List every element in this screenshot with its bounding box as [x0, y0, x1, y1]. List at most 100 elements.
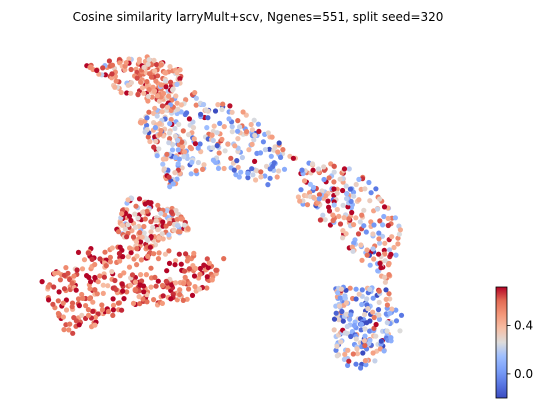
scatter-point [80, 295, 86, 301]
scatter-point [204, 285, 210, 291]
scatter-point [370, 231, 376, 237]
scatter-point [182, 274, 188, 280]
scatter-point [395, 241, 401, 247]
scatter-point [130, 234, 137, 240]
scatter-point [141, 64, 147, 70]
scatter-point [157, 131, 163, 137]
scatter-point [211, 123, 217, 129]
scatter-point [128, 90, 134, 96]
scatter-point [145, 98, 151, 104]
scatter-point [243, 112, 249, 118]
scatter-point [353, 361, 359, 367]
scatter-point [154, 153, 160, 159]
scatter-point [70, 330, 76, 336]
scatter-point [382, 279, 388, 285]
scatter-point [164, 207, 170, 214]
scatter-point [275, 149, 281, 155]
scatter-point [350, 248, 356, 254]
scatter-point [189, 292, 196, 298]
scatter-point [221, 256, 227, 262]
scatter-point [138, 79, 144, 85]
scatter-point [386, 247, 393, 253]
scatter-point [92, 322, 98, 328]
scatter-point [307, 181, 313, 187]
scatter-point [162, 78, 169, 84]
scatter-point [167, 136, 173, 142]
scatter-point [321, 176, 327, 183]
scatter-point [87, 286, 93, 292]
scatter-point [134, 246, 140, 252]
scatter-point [75, 296, 82, 302]
scatter-point [94, 67, 100, 73]
scatter-point [333, 347, 339, 353]
scatter-point [203, 107, 209, 113]
scatter-point [174, 176, 180, 182]
scatter-point [66, 327, 72, 333]
scatter-point [172, 125, 178, 132]
scatter-point [327, 222, 333, 228]
scatter-point [125, 197, 131, 203]
scatter-point [367, 198, 373, 204]
scatter-point [76, 303, 82, 309]
scatter-point [310, 167, 316, 173]
colorbar-tick-label: 0.4 [514, 319, 533, 333]
scatter-point [205, 115, 211, 121]
scatter-point [115, 229, 122, 235]
scatter-point [151, 297, 157, 303]
scatter-point [252, 132, 258, 138]
scatter-point [100, 290, 106, 296]
scatter-point [337, 221, 344, 227]
scatter-point [94, 291, 100, 297]
scatter-point [76, 322, 82, 328]
scatter-point [182, 149, 188, 155]
scatter-point [217, 120, 223, 126]
scatter-point [167, 64, 173, 70]
scatter-point [197, 265, 203, 272]
scatter-point [167, 121, 173, 127]
scatter-point [97, 256, 103, 262]
scatter-point [60, 300, 66, 306]
scatter-point [159, 231, 165, 237]
scatter-point [123, 60, 129, 66]
scatter-point [90, 299, 96, 305]
scatter-point [136, 294, 142, 300]
scatter-point [147, 244, 153, 250]
scatter-point [397, 227, 403, 233]
scatter-point [120, 288, 126, 294]
scatter-point [353, 336, 359, 342]
scatter-point [140, 296, 146, 302]
scatter-point [169, 147, 176, 153]
scatter-point [164, 104, 171, 110]
scatter-point [128, 80, 134, 86]
scatter-point [197, 271, 203, 277]
scatter-point [198, 111, 204, 117]
scatter-point [106, 58, 112, 64]
scatter-point [178, 102, 184, 108]
scatter-point [134, 262, 140, 268]
scatter-point [156, 250, 162, 256]
scatter-point [348, 333, 354, 340]
scatter-point [361, 207, 367, 213]
scatter-point [103, 263, 109, 269]
scatter-point [248, 121, 254, 128]
scatter-point [133, 287, 139, 293]
scatter-point [350, 351, 356, 357]
scatter-point [173, 280, 179, 286]
scatter-point [253, 177, 259, 183]
scatter-point [100, 65, 106, 71]
scatter-point [184, 110, 190, 116]
scatter-point [359, 257, 365, 263]
scatter-point [362, 342, 368, 349]
scatter-point [51, 284, 57, 290]
scatter-point [180, 297, 186, 303]
scatter-point [361, 338, 368, 344]
scatter-point [209, 132, 215, 138]
scatter-point [137, 119, 143, 125]
scatter-point [133, 239, 140, 245]
scatter-point [274, 174, 280, 180]
scatter-point [249, 141, 255, 147]
scatter-point [152, 125, 158, 131]
scatter-point [89, 256, 95, 262]
scatter-point [161, 90, 167, 97]
scatter-point [339, 308, 345, 315]
